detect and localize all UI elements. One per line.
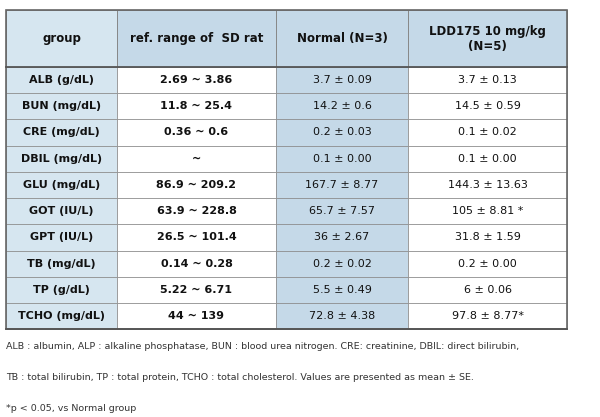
Text: 63.9 ~ 228.8: 63.9 ~ 228.8	[157, 206, 236, 216]
Text: 5.5 ± 0.49: 5.5 ± 0.49	[313, 285, 371, 295]
Bar	[276, 10, 408, 67]
Bar	[408, 251, 567, 277]
Bar	[6, 224, 117, 251]
Text: ALB (g/dL): ALB (g/dL)	[29, 75, 94, 85]
Text: 0.36 ~ 0.6: 0.36 ~ 0.6	[164, 128, 229, 137]
Bar	[408, 146, 567, 172]
Bar	[276, 67, 408, 93]
Bar	[117, 67, 276, 93]
Bar	[117, 251, 276, 277]
Text: ref. range of  SD rat: ref. range of SD rat	[130, 32, 263, 45]
Bar	[276, 172, 408, 198]
Bar	[276, 119, 408, 146]
Text: group: group	[42, 32, 81, 45]
Bar	[408, 303, 567, 329]
Text: 72.8 ± 4.38: 72.8 ± 4.38	[309, 311, 375, 321]
Bar	[6, 198, 117, 224]
Text: 14.5 ± 0.59: 14.5 ± 0.59	[455, 101, 520, 111]
Bar	[276, 303, 408, 329]
Text: 6 ± 0.06: 6 ± 0.06	[464, 285, 511, 295]
Bar	[6, 10, 567, 329]
Text: 0.2 ± 0.00: 0.2 ± 0.00	[458, 259, 517, 269]
Bar	[408, 224, 567, 251]
Bar	[117, 172, 276, 198]
Text: 11.8 ~ 25.4: 11.8 ~ 25.4	[161, 101, 233, 111]
Text: 2.69 ~ 3.86: 2.69 ~ 3.86	[160, 75, 233, 85]
Text: 26.5 ~ 101.4: 26.5 ~ 101.4	[157, 233, 236, 242]
Text: 0.2 ± 0.02: 0.2 ± 0.02	[313, 259, 371, 269]
Text: 3.7 ± 0.13: 3.7 ± 0.13	[458, 75, 517, 85]
Bar	[117, 146, 276, 172]
Bar	[276, 224, 408, 251]
Text: Normal (N=3): Normal (N=3)	[296, 32, 388, 45]
Text: 31.8 ± 1.59: 31.8 ± 1.59	[455, 233, 520, 242]
Text: 14.2 ± 0.6: 14.2 ± 0.6	[313, 101, 371, 111]
Bar	[117, 198, 276, 224]
Text: 5.22 ~ 6.71: 5.22 ~ 6.71	[161, 285, 233, 295]
Bar	[276, 251, 408, 277]
Bar	[276, 146, 408, 172]
Bar	[408, 277, 567, 303]
Bar	[117, 277, 276, 303]
Bar	[408, 172, 567, 198]
Text: DBIL (mg/dL): DBIL (mg/dL)	[21, 154, 102, 163]
Bar	[6, 303, 117, 329]
Text: 97.8 ± 8.77*: 97.8 ± 8.77*	[452, 311, 523, 321]
Text: 0.1 ± 0.00: 0.1 ± 0.00	[458, 154, 517, 163]
Bar	[408, 67, 567, 93]
Bar	[408, 119, 567, 146]
Bar	[117, 93, 276, 119]
Text: TP (g/dL): TP (g/dL)	[33, 285, 90, 295]
Bar	[6, 67, 117, 93]
Bar	[408, 10, 567, 67]
Bar	[6, 146, 117, 172]
Text: 36 ± 2.67: 36 ± 2.67	[314, 233, 370, 242]
Text: ~: ~	[192, 154, 201, 163]
Bar	[6, 277, 117, 303]
Bar	[117, 303, 276, 329]
Text: ALB : albumin, ALP : alkaline phosphatase, BUN : blood urea nitrogen. CRE: creat: ALB : albumin, ALP : alkaline phosphatas…	[6, 342, 519, 351]
Bar	[408, 198, 567, 224]
Text: 86.9 ~ 209.2: 86.9 ~ 209.2	[157, 180, 236, 190]
Text: 0.2 ± 0.03: 0.2 ± 0.03	[313, 128, 371, 137]
Bar	[117, 10, 276, 67]
Bar	[6, 251, 117, 277]
Bar	[408, 93, 567, 119]
Bar	[6, 172, 117, 198]
Bar	[6, 93, 117, 119]
Text: 44 ~ 139: 44 ~ 139	[169, 311, 224, 321]
Text: GPT (IU/L): GPT (IU/L)	[30, 233, 93, 242]
Text: 144.3 ± 13.63: 144.3 ± 13.63	[448, 180, 527, 190]
Text: 167.7 ± 8.77: 167.7 ± 8.77	[305, 180, 379, 190]
Text: 65.7 ± 7.57: 65.7 ± 7.57	[309, 206, 375, 216]
Bar	[6, 119, 117, 146]
Text: TB (mg/dL): TB (mg/dL)	[27, 259, 96, 269]
Text: LDD175 10 mg/kg
(N=5): LDD175 10 mg/kg (N=5)	[429, 25, 546, 53]
Text: 3.7 ± 0.09: 3.7 ± 0.09	[313, 75, 371, 85]
Text: GOT (IU/L): GOT (IU/L)	[29, 206, 94, 216]
Bar	[276, 198, 408, 224]
Text: BUN (mg/dL): BUN (mg/dL)	[22, 101, 101, 111]
Bar	[117, 119, 276, 146]
Text: 0.1 ± 0.02: 0.1 ± 0.02	[458, 128, 517, 137]
Text: TB : total bilirubin, TP : total protein, TCHO : total cholesterol. Values are p: TB : total bilirubin, TP : total protein…	[6, 373, 474, 382]
Text: *p < 0.05, vs Normal group: *p < 0.05, vs Normal group	[6, 404, 136, 414]
Text: 105 ± 8.81 *: 105 ± 8.81 *	[452, 206, 523, 216]
Text: TCHO (mg/dL): TCHO (mg/dL)	[18, 311, 105, 321]
Text: 0.14 ~ 0.28: 0.14 ~ 0.28	[161, 259, 232, 269]
Bar	[276, 277, 408, 303]
Bar	[117, 224, 276, 251]
Text: GLU (mg/dL): GLU (mg/dL)	[23, 180, 100, 190]
Bar	[6, 10, 117, 67]
Bar	[276, 93, 408, 119]
Text: CRE (mg/dL): CRE (mg/dL)	[23, 128, 100, 137]
Text: 0.1 ± 0.00: 0.1 ± 0.00	[313, 154, 371, 163]
